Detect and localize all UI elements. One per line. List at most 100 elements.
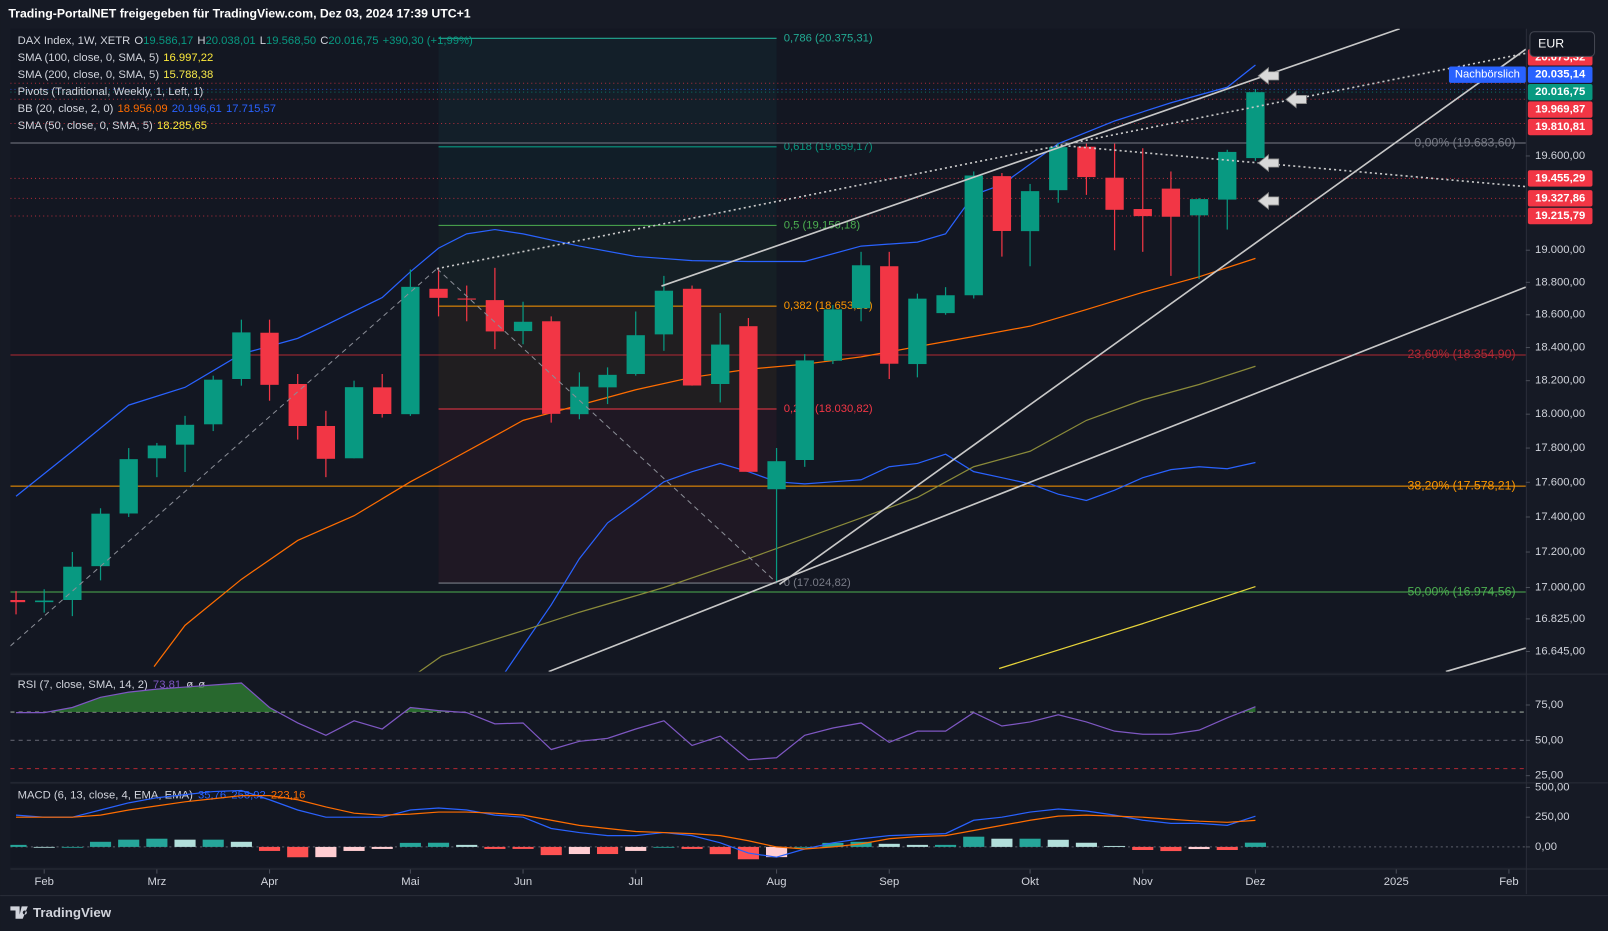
legend-name: SMA (50, close, 0, SMA, 5) xyxy=(18,120,153,132)
y-tick-label: 16.645,00 xyxy=(1535,645,1585,657)
fib-band xyxy=(438,146,777,226)
candle-body xyxy=(767,461,786,490)
candle-body xyxy=(1020,191,1040,232)
histogram-bar xyxy=(371,846,393,849)
histogram-bar xyxy=(906,844,928,847)
price-tag xyxy=(1527,118,1593,136)
arrow xyxy=(1257,66,1280,85)
dotted-trendline xyxy=(1063,144,1526,188)
candle-body xyxy=(851,265,871,309)
histogram-bar xyxy=(456,844,478,847)
candle-body xyxy=(147,445,167,459)
rsi-plot xyxy=(10,682,1526,770)
legend-row: Pivots (Traditional, Weekly, 1, Left, 1) xyxy=(18,86,204,98)
legend-value: 20.038,01 xyxy=(206,35,256,47)
x-tick-label: Dez xyxy=(1245,876,1265,888)
legend-value: 19.586,17 xyxy=(143,35,193,47)
legend-name: DAX Index, 1W, XETR xyxy=(18,35,131,47)
legend-name: RSI (7, close, SMA, 14, 2) xyxy=(18,679,148,691)
candle-body xyxy=(344,387,364,459)
legend-value: 223,16 xyxy=(271,790,305,802)
histogram-bar xyxy=(1075,842,1097,847)
candle-body xyxy=(908,298,927,365)
x-tick-label: Nov xyxy=(1133,876,1153,888)
x-tick-label: Feb xyxy=(34,876,53,888)
y-tick-label: 75,00 xyxy=(1535,699,1563,711)
brand-text: TradingView xyxy=(33,905,112,920)
price-tag-label: 19.215,79 xyxy=(1535,210,1585,222)
candle-body xyxy=(542,321,561,414)
y-tick-label: 250,00 xyxy=(1535,811,1569,823)
candle-body xyxy=(457,298,476,300)
price-tag xyxy=(1527,66,1593,83)
price-tag-label: 19.969,87 xyxy=(1535,104,1585,116)
y-tick-label: 18.800,00 xyxy=(1535,276,1585,288)
legend-value: ø xyxy=(186,679,193,691)
candle-body xyxy=(260,332,279,385)
legend-value: 16.997,22 xyxy=(163,52,213,64)
candle-body xyxy=(1246,92,1265,159)
fib-label: 0,786 (20.375,31) xyxy=(784,32,873,44)
y-tick-label: 0,00 xyxy=(1535,841,1557,853)
indicator-line xyxy=(153,257,1256,668)
legend-value: 18.285,65 xyxy=(157,120,207,132)
candle-body xyxy=(682,288,702,386)
legend-value: 15.788,38 xyxy=(163,69,213,81)
dotted-trendline xyxy=(436,52,1526,270)
candle-body xyxy=(373,387,392,415)
histogram-bar xyxy=(1104,845,1126,847)
histogram-bar xyxy=(484,846,506,849)
histogram-bar xyxy=(343,846,365,851)
histogram-bar xyxy=(427,842,450,847)
histogram-bar xyxy=(1019,838,1041,847)
header-text: Trading-PortalNET freigegeben für Tradin… xyxy=(8,7,470,21)
currency-label: EUR xyxy=(1538,36,1564,50)
histogram-bar xyxy=(89,841,112,847)
legend-value: 17.715,57 xyxy=(226,103,276,115)
y-tick-label: 17.200,00 xyxy=(1535,546,1585,558)
histogram-bar xyxy=(202,839,224,847)
x-tick-label: Mrz xyxy=(147,876,166,888)
indicator-line xyxy=(15,64,1256,497)
candle-body xyxy=(964,175,983,296)
session-tag-label: Nachbörslich xyxy=(1455,69,1520,81)
dashed-line xyxy=(436,268,777,583)
candle-body xyxy=(1133,209,1152,217)
x-tick-label: Jun xyxy=(514,876,532,888)
candle-body xyxy=(316,425,336,459)
x-tick-label: Mai xyxy=(401,876,419,888)
histogram-bar xyxy=(935,844,957,847)
y-tick-label: 17.400,00 xyxy=(1535,511,1585,523)
candle-body xyxy=(823,309,843,361)
legend-row: SMA (200, close, 0, SMA, 5) 15.788,38 xyxy=(18,69,214,81)
currency-button xyxy=(1529,31,1596,57)
trendline xyxy=(548,286,1526,672)
fib-band xyxy=(438,408,777,584)
y-tick-label: 500,00 xyxy=(1535,781,1569,793)
histogram-bar xyxy=(258,846,281,851)
histogram-bar xyxy=(625,846,647,851)
histogram-bar xyxy=(568,846,590,855)
rsi-pane xyxy=(10,676,1526,782)
candle-body xyxy=(10,600,26,603)
legend-value: H xyxy=(197,35,205,47)
y-tick-label: 17.000,00 xyxy=(1535,581,1585,593)
rsi-overbought-fill xyxy=(16,682,1256,713)
histogram-bar xyxy=(709,846,731,855)
candle-body xyxy=(1189,199,1209,216)
histogram-bar xyxy=(61,846,83,848)
rsi-legend: RSI (7, close, SMA, 14, 2) 73,81 ø ø xyxy=(18,679,206,691)
histogram-bar xyxy=(1160,846,1182,852)
y-tick-label: 18.600,00 xyxy=(1535,309,1585,321)
candle-body xyxy=(119,459,138,514)
series-layer xyxy=(10,64,1265,672)
arrow-markers xyxy=(1257,66,1307,211)
legend-row: BB (20, close, 2, 0) 18.956,09 20.196,61 17… xyxy=(18,103,276,115)
y-tick-label: 19.000,00 xyxy=(1535,244,1585,256)
legend-row: SMA (100, close, 0, SMA, 5) 16.997,22 xyxy=(18,52,214,64)
price-tag-label: 20.035,14 xyxy=(1535,69,1586,81)
histogram-bar xyxy=(33,846,55,848)
candle-body xyxy=(204,379,223,425)
candle-body xyxy=(1077,146,1096,178)
